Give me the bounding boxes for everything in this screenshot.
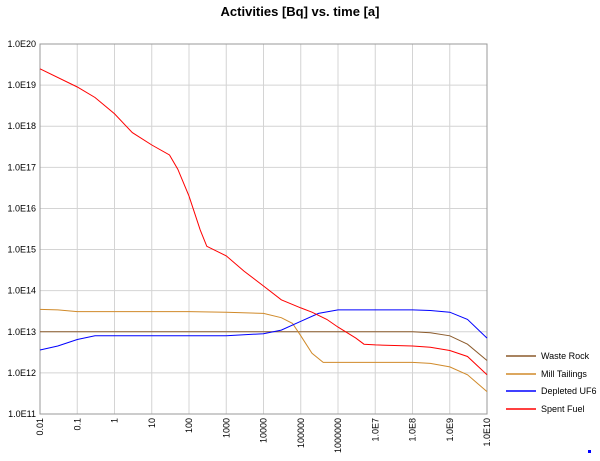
x-tick-label: 1.0E7 bbox=[370, 418, 380, 442]
x-axis-ticks: 0.01 0.1 1 10 100 1000 10000 100000 1000000 1.0E7… bbox=[35, 418, 492, 453]
chart-title: Activities [Bq] vs. time [a] bbox=[221, 4, 380, 19]
y-tick-label: 1.0E20 bbox=[7, 39, 36, 49]
y-tick-label: 1.0E15 bbox=[7, 245, 36, 255]
y-tick-label: 1.0E16 bbox=[7, 203, 36, 213]
y-tick-label: 1.0E13 bbox=[7, 327, 36, 337]
y-tick-label: 1.0E12 bbox=[7, 368, 36, 378]
series-line-waste-rock bbox=[40, 331, 488, 361]
y-tick-label: 1.0E18 bbox=[7, 121, 36, 131]
series-line-mill-tailings bbox=[39, 308, 488, 392]
x-tick-label: 100 bbox=[184, 418, 194, 433]
y-tick-label: 1.0E11 bbox=[8, 409, 36, 419]
plot-frame bbox=[39, 43, 488, 415]
x-tick-label: 10000 bbox=[259, 418, 269, 443]
x-tick-label: 1.0E8 bbox=[408, 418, 418, 442]
chart-grid bbox=[39, 43, 488, 415]
x-tick-label: 1.0E10 bbox=[482, 418, 492, 447]
corner-marker bbox=[588, 450, 591, 453]
x-tick-label: 10 bbox=[147, 418, 157, 428]
series-line-spent-fuel bbox=[39, 68, 488, 376]
x-tick-label: 0.01 bbox=[35, 418, 45, 436]
x-tick-label: 1 bbox=[110, 418, 120, 423]
y-tick-label: 1.0E19 bbox=[7, 80, 36, 90]
x-tick-label: 0.1 bbox=[72, 418, 82, 431]
y-tick-label: 1.0E14 bbox=[7, 286, 36, 296]
y-tick-label: 1.0E17 bbox=[7, 162, 36, 172]
x-tick-label: 1000 bbox=[221, 418, 231, 438]
x-tick-label: 1.0E9 bbox=[445, 418, 455, 442]
series-line-depleted-uf6 bbox=[39, 309, 488, 351]
legend-label-mill-tailings: Mill Tailings bbox=[541, 369, 587, 379]
legend-label-waste-rock: Waste Rock bbox=[541, 351, 590, 361]
x-tick-label: 1000000 bbox=[333, 418, 343, 453]
legend: Waste Rock Mill Tailings Depleted UF6 Spent… bbox=[506, 351, 597, 414]
series-lines bbox=[39, 68, 488, 392]
y-axis-ticks: 1.0E11 1.0E12 1.0E13 1.0E14 1.0E15 1.0E16 1.0E… bbox=[7, 39, 36, 419]
x-tick-label: 100000 bbox=[296, 418, 306, 448]
legend-label-depleted-uf6: Depleted UF6 bbox=[541, 386, 597, 396]
legend-label-spent-fuel: Spent Fuel bbox=[541, 404, 585, 414]
